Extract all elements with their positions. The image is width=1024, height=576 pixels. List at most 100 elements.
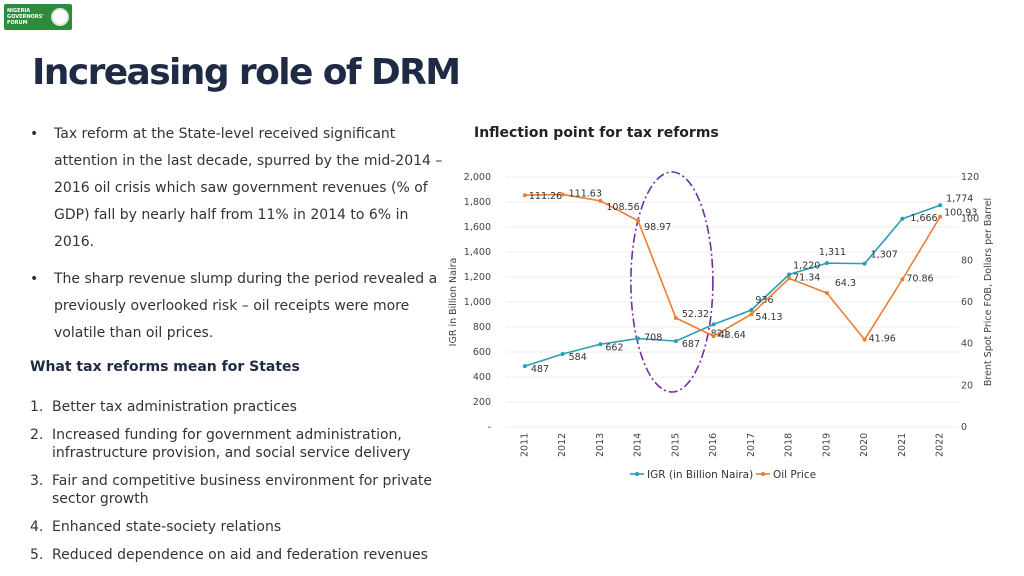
y-left-tick-label: 1,400 (464, 247, 491, 258)
bullet-text: The sharp revenue slump during the perio… (54, 271, 438, 341)
bullet-dot-icon: • (30, 126, 39, 142)
reform-item: 3. Fair and competitive business environm… (30, 472, 440, 508)
data-point (900, 216, 905, 221)
reform-number: 1. (30, 399, 44, 415)
data-point (711, 334, 716, 339)
y-left-axis-title: IGR in Billion Naira (448, 258, 459, 347)
y-right-axis-title: Brent Spot Price FOB, Dollars per Barrel (983, 198, 994, 386)
reform-number: 3. (30, 473, 44, 489)
data-point (673, 316, 678, 320)
inflection-chart: -2004006008001,0001,2001,4001,6001,8002,… (448, 171, 994, 481)
data-label: 111.63 (569, 188, 602, 199)
reform-number: 4. (30, 519, 44, 535)
y-right-tick-label: 80 (961, 255, 973, 266)
data-label: 1,311 (819, 247, 846, 258)
data-point (522, 193, 527, 198)
nigeria-governors-forum-logo: NIGERIA GOVERNORS' FORUM (4, 4, 72, 30)
y-left-tick-label: 1,600 (464, 222, 491, 233)
data-label: 41.96 (869, 334, 896, 345)
legend-label: Oil Price (773, 469, 816, 481)
reform-item: 2. Increased funding for government admin… (30, 426, 440, 462)
data-label: 54.13 (755, 312, 782, 323)
data-label: 936 (755, 295, 773, 306)
reforms-subheading: What tax reforms mean for States (30, 359, 300, 375)
reform-item: 5. Reduced dependence on aid and federati… (30, 546, 440, 564)
series-line (524, 204, 941, 367)
reform-text: Reduced dependence on aid and federation… (52, 547, 428, 563)
y-left-tick-label: 800 (473, 322, 491, 333)
data-label: 52.32 (682, 309, 709, 320)
reform-item: 1. Better tax administration practices (30, 398, 440, 416)
chart-title: Inflection point for tax reforms (474, 125, 719, 141)
series-line (524, 193, 941, 341)
data-point (824, 291, 829, 296)
x-tick-label: 2013 (595, 433, 606, 457)
data-point (522, 364, 527, 369)
x-tick-label: 2014 (633, 433, 644, 457)
reform-item: 4. Enhanced state-society relations (30, 518, 440, 536)
data-label: 111.26 (529, 191, 562, 202)
data-label: 662 (605, 342, 623, 353)
y-right-tick-label: 40 (961, 339, 973, 350)
data-point (787, 276, 792, 281)
data-label: 71.34 (793, 272, 820, 283)
data-point (598, 342, 603, 347)
x-tick-label: 2011 (519, 433, 530, 457)
highlight-ellipse (630, 171, 714, 393)
bullet-item: • The sharp revenue slump during the per… (30, 266, 450, 347)
data-point (862, 337, 867, 342)
data-label: 108.56 (606, 202, 639, 213)
y-right-tick-label: 120 (961, 172, 979, 183)
x-tick-label: 2019 (821, 433, 832, 457)
reform-text: Better tax administration practices (52, 399, 297, 415)
coat-of-arms-icon (51, 8, 69, 26)
x-tick-label: 2012 (557, 433, 568, 457)
y-left-tick-label: 200 (473, 397, 491, 408)
data-label: 43.64 (719, 330, 746, 341)
y-left-tick-label: 1,200 (464, 272, 491, 283)
data-point (673, 339, 678, 344)
data-label: 70.86 (906, 273, 933, 284)
y-left-tick-label: 600 (473, 347, 491, 358)
bullet-list: • Tax reform at the State-level received… (30, 121, 450, 357)
legend-label: IGR (in Billion Naira) (647, 469, 753, 481)
data-label: 487 (531, 364, 549, 375)
data-point (560, 192, 565, 197)
x-tick-label: 2017 (746, 433, 757, 457)
data-label: 821 (711, 328, 729, 339)
reform-number: 5. (30, 547, 44, 563)
bullet-text: Tax reform at the State-level received s… (54, 126, 443, 250)
x-tick-label: 2018 (784, 433, 795, 457)
data-label: 64.3 (835, 278, 856, 289)
y-right-tick-label: 0 (961, 422, 967, 433)
bullet-item: • Tax reform at the State-level received… (30, 121, 450, 256)
y-right-tick-label: 100 (961, 214, 979, 225)
data-label: 100.93 (944, 208, 977, 219)
data-point (824, 261, 829, 266)
data-point (862, 261, 867, 266)
x-tick-label: 2020 (859, 433, 870, 457)
y-left-tick-label: 400 (473, 372, 491, 383)
reform-number: 2. (30, 427, 44, 443)
legend-marker (635, 472, 639, 476)
legend-marker (761, 472, 765, 476)
data-point (900, 277, 905, 282)
reform-text: Increased funding for government adminis… (52, 427, 411, 461)
y-right-tick-label: 60 (961, 297, 973, 308)
data-point (787, 272, 792, 277)
data-point (938, 214, 943, 219)
x-tick-label: 2022 (935, 433, 946, 457)
y-right-tick-label: 20 (961, 380, 973, 391)
data-point (749, 308, 754, 312)
data-point (711, 322, 716, 327)
data-label: 584 (569, 352, 587, 363)
x-tick-label: 2016 (708, 433, 719, 457)
data-point (636, 218, 641, 223)
data-point (938, 203, 943, 208)
y-left-tick-label: 1,800 (464, 197, 491, 208)
data-label: 1,774 (946, 193, 973, 204)
data-label: 708 (644, 333, 662, 344)
reforms-list: 1. Better tax administration practices 2.… (30, 398, 440, 574)
data-point (749, 312, 754, 317)
logo-text: NIGERIA GOVERNORS' FORUM (7, 8, 44, 26)
